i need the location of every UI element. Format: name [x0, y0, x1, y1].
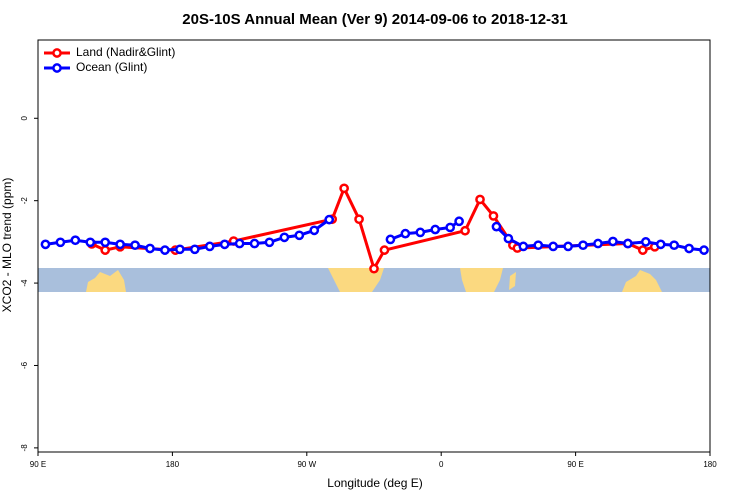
data-point — [669, 240, 680, 251]
data-point — [249, 238, 260, 249]
x-axis-label: Longitude (deg E) — [327, 476, 422, 490]
data-point — [369, 263, 379, 274]
data-point — [100, 245, 111, 255]
data-point — [640, 237, 651, 247]
data-point — [548, 241, 559, 252]
data-point — [699, 245, 709, 255]
data-point — [379, 245, 390, 255]
data-point — [145, 243, 155, 254]
data-point — [430, 224, 441, 235]
data-point — [279, 232, 290, 243]
data-point — [608, 236, 618, 247]
legend-marker — [52, 48, 62, 58]
y-tick-label: -4 — [20, 279, 29, 287]
x-tick-label: 180 — [703, 460, 717, 469]
data-point — [563, 241, 573, 252]
data-point — [160, 245, 170, 255]
data-point — [354, 214, 364, 225]
y-axis-label: XCO2 - MLO trend (ppm) — [0, 178, 14, 313]
y-tick-label: -2 — [20, 197, 29, 205]
data-point — [309, 225, 320, 236]
data-point — [175, 244, 185, 255]
data-point — [518, 241, 529, 252]
data-point — [533, 240, 544, 251]
data-point — [115, 239, 125, 250]
plot-frame — [37, 39, 711, 453]
data-point — [400, 228, 411, 239]
data-point — [234, 238, 245, 249]
data-point — [385, 234, 396, 245]
series-line — [91, 184, 656, 273]
data-point — [578, 240, 588, 251]
x-tick-label: 90 E — [30, 460, 46, 469]
x-tick-label: 0 — [439, 460, 444, 469]
legend-label: Land (Nadir&Glint) — [76, 45, 175, 59]
data-point — [324, 214, 335, 225]
data-point — [454, 216, 464, 227]
data-point — [130, 240, 140, 251]
legend-label: Ocean (Glint) — [76, 60, 147, 74]
data-point — [488, 211, 499, 221]
chart-title: 20S-10S Annual Mean (Ver 9) 2014-09-06 t… — [182, 11, 567, 28]
data-point — [85, 237, 96, 248]
legend-marker — [52, 63, 62, 73]
x-tick-label: 90 W — [297, 460, 316, 469]
data-point — [264, 237, 275, 248]
data-point — [55, 237, 66, 248]
y-tick-label: -6 — [20, 361, 29, 369]
data-point — [40, 239, 51, 250]
series — [86, 183, 660, 274]
data-point — [503, 233, 514, 244]
data-point — [684, 243, 694, 254]
data-point — [593, 238, 603, 249]
data-point — [189, 244, 200, 255]
data-point — [445, 222, 456, 233]
data-point — [623, 238, 633, 249]
x-tick-label: 180 — [166, 460, 180, 469]
data-point — [294, 230, 305, 241]
data-point — [204, 241, 215, 252]
series — [40, 214, 709, 255]
y-tick-label: 0 — [20, 116, 29, 121]
data-point — [70, 235, 81, 246]
data-point — [655, 239, 666, 250]
data-point — [219, 239, 230, 250]
data-point — [339, 183, 349, 194]
y-tick-label: -8 — [20, 444, 29, 452]
x-tick-label: 90 E — [567, 460, 583, 469]
data-point — [637, 245, 648, 255]
data-point — [475, 194, 485, 205]
data-point — [100, 237, 111, 248]
data-point — [460, 225, 470, 236]
data-point — [491, 221, 502, 232]
data-point — [415, 227, 426, 238]
